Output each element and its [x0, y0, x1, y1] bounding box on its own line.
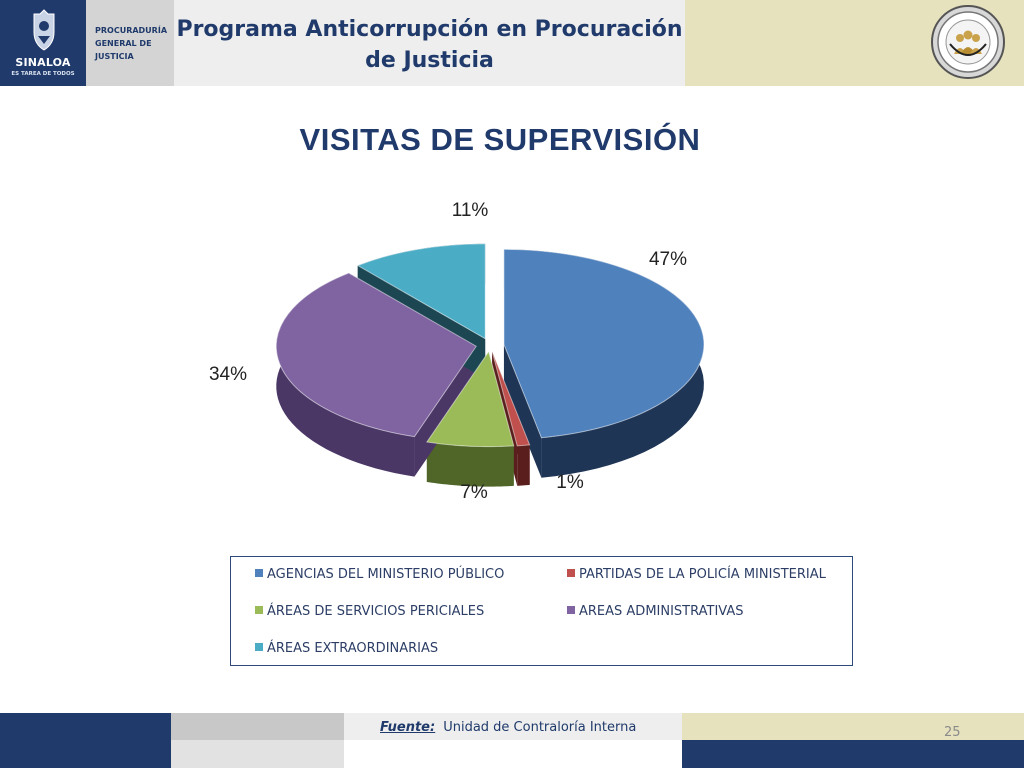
source-label: Fuente:	[380, 720, 436, 735]
slide-title-line1: Programa Anticorrupción en Procuración	[176, 17, 683, 42]
legend-label: ÁREAS EXTRAORDINARIAS	[267, 641, 439, 656]
source-note: Fuente: Unidad de Contraloría Interna	[380, 720, 636, 735]
pie-slice-edge-0-1	[503, 344, 542, 478]
coat-of-arms-icon	[33, 9, 55, 51]
title-box: Programa Anticorrupción en Procuración d…	[174, 0, 685, 86]
pie-slice-2	[426, 350, 515, 448]
legend-label: AREAS ADMINISTRATIVAS	[579, 604, 744, 619]
data-label-4: 11%	[452, 200, 489, 221]
department-name: PROCURADURÍA GENERAL DE JUSTICIA	[95, 26, 168, 61]
pie-slice-0	[503, 248, 705, 439]
legend-label: AGENCIAS DEL MINISTERIO PÚBLICO	[267, 567, 505, 582]
data-label-2: 7%	[460, 482, 488, 503]
legend-item-periciales: ÁREAS DE SERVICIOS PERICIALES	[255, 604, 484, 619]
legend-item-administrativas: AREAS ADMINISTRATIVAS	[567, 604, 744, 619]
legend-swatch	[567, 569, 575, 577]
data-label-0: 47%	[649, 249, 687, 270]
chart-legend: AGENCIAS DEL MINISTERIO PÚBLICO PARTIDAS…	[230, 556, 853, 666]
data-label-3: 34%	[209, 364, 247, 385]
pgj-emblem-icon	[931, 5, 1005, 79]
page-number: 25	[944, 725, 961, 740]
department-box: PROCURADURÍA GENERAL DE JUSTICIA	[86, 0, 174, 86]
pie-slice-4	[356, 243, 486, 340]
slide-footer: Fuente: Unidad de Contraloría Interna 25	[0, 713, 1024, 768]
legend-swatch	[255, 606, 263, 614]
pie-slice-side-2	[426, 441, 514, 487]
legend-swatch	[255, 643, 263, 651]
legend-item-extraordinarias: ÁREAS EXTRAORDINARIAS	[255, 641, 438, 656]
data-label-1: 1%	[556, 472, 584, 493]
slide-title: Programa Anticorrupción en Procuración d…	[174, 14, 685, 76]
logo-tagline: ES TAREA DE TODOS	[11, 71, 75, 77]
source-text: Unidad de Contraloría Interna	[443, 720, 637, 735]
legend-swatch	[255, 569, 263, 577]
legend-item-agencias: AGENCIAS DEL MINISTERIO PÚBLICO	[255, 567, 504, 582]
legend-label: PARTIDAS DE LA POLICÍA MINISTERIAL	[579, 567, 826, 582]
legend-swatch	[567, 606, 575, 614]
pie-slice-edge-3-0	[414, 346, 477, 477]
pie-slice-1	[491, 351, 531, 447]
logo-word: SINALOA	[15, 56, 71, 69]
chart-title: VISITAS DE SUPERVISIÓN	[299, 122, 701, 157]
legend-label: ÁREAS DE SERVICIOS PERICIALES	[267, 604, 485, 619]
legend-item-partidas: PARTIDAS DE LA POLICÍA MINISTERIAL	[567, 567, 826, 582]
pie-slice-3	[275, 272, 477, 438]
sinaloa-logo: SINALOA ES TAREA DE TODOS	[0, 0, 86, 86]
slide-title-line2: de Justicia	[365, 48, 494, 73]
slide-header: SINALOA ES TAREA DE TODOS PROCURADURÍA G…	[0, 0, 1024, 86]
